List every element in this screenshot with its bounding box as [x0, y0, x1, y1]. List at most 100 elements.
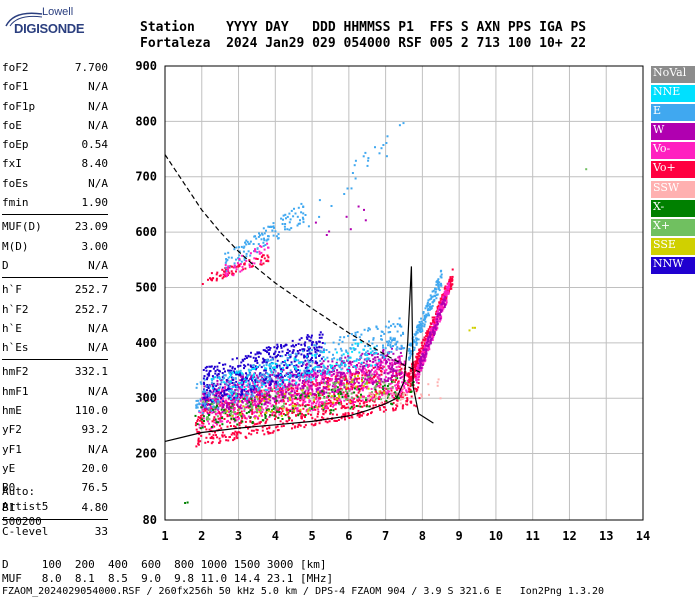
echo-point	[307, 381, 310, 384]
echo-point	[264, 382, 267, 385]
echo-point	[368, 374, 371, 377]
echo-point	[262, 373, 265, 376]
echo-point	[306, 373, 309, 376]
echo-point	[259, 263, 262, 266]
echo-point	[326, 356, 329, 359]
echo-point	[407, 349, 410, 352]
echo-point	[303, 343, 306, 346]
echo-point	[268, 394, 271, 397]
echo-point	[195, 428, 198, 431]
echo-point	[443, 294, 446, 297]
echo-point	[219, 370, 221, 373]
param-value: N/A	[88, 321, 108, 335]
echo-point	[399, 395, 402, 397]
echo-point	[361, 387, 363, 390]
echo-point	[213, 387, 216, 390]
echo-point	[218, 424, 221, 427]
echo-point	[398, 370, 401, 373]
echo-point	[271, 431, 274, 434]
echo-point	[254, 403, 256, 405]
echo-point	[415, 341, 418, 344]
echo-point	[371, 397, 374, 400]
echo-point	[253, 366, 256, 369]
echo-point	[223, 381, 226, 384]
echo-point	[323, 404, 326, 407]
echo-point	[389, 377, 392, 380]
echo-point	[305, 372, 308, 375]
param-name: B0	[2, 481, 16, 495]
echo-point	[238, 258, 241, 260]
echo-point	[287, 392, 290, 395]
echo-point	[253, 372, 256, 375]
echo-point	[303, 426, 306, 429]
echo-point	[440, 300, 443, 303]
echo-point	[256, 393, 258, 396]
echo-point	[233, 418, 235, 420]
echo-point	[301, 391, 304, 394]
x-tick-label: 11	[525, 529, 539, 543]
param-name: D	[2, 258, 9, 272]
echo-point	[434, 291, 437, 294]
echo-point	[252, 364, 255, 367]
echo-point	[403, 392, 406, 395]
echo-point	[317, 405, 320, 408]
echo-point	[421, 328, 424, 331]
echo-point	[359, 355, 362, 358]
echo-point	[201, 421, 204, 424]
echo-point	[365, 385, 368, 388]
echo-point	[227, 395, 230, 398]
param-value: 93.2	[81, 423, 109, 437]
echo-point	[256, 351, 259, 354]
echo-point	[246, 399, 249, 402]
echo-point	[280, 370, 283, 373]
echo-point	[355, 378, 358, 381]
echo-point	[278, 351, 281, 354]
echo-point	[265, 409, 268, 412]
echo-point	[240, 410, 243, 413]
echo-point	[363, 380, 366, 383]
echo-point	[345, 403, 348, 406]
echo-point	[216, 365, 219, 368]
echo-point	[376, 363, 379, 366]
echo-point	[227, 268, 229, 271]
echo-point	[389, 336, 392, 339]
echo-point	[258, 375, 261, 378]
echo-point	[323, 348, 325, 351]
echo-point	[408, 378, 411, 381]
echo-point	[210, 272, 213, 275]
echo-point	[290, 227, 293, 230]
echo-point	[214, 397, 217, 400]
echo-point	[374, 366, 377, 369]
echo-point	[208, 365, 211, 368]
echo-point	[288, 374, 291, 377]
echo-point	[251, 377, 254, 380]
echo-point	[199, 440, 202, 443]
echo-point	[405, 402, 408, 404]
echo-point	[424, 307, 427, 310]
echo-point	[451, 283, 454, 286]
echo-point	[238, 246, 240, 249]
echo-point	[235, 393, 238, 396]
echo-point	[349, 228, 352, 231]
plot-frame	[164, 65, 644, 521]
echo-point	[433, 334, 435, 336]
echo-point	[363, 367, 366, 370]
echo-point	[343, 384, 346, 387]
echo-point	[422, 311, 425, 313]
echo-point	[436, 282, 439, 285]
echo-point	[267, 373, 270, 376]
echo-point	[261, 361, 264, 364]
echo-point	[369, 396, 372, 399]
echo-point	[400, 390, 403, 393]
x-tick-label: 13	[599, 529, 613, 543]
x-tick-label: 1	[161, 529, 168, 543]
echo-point	[432, 332, 435, 335]
echo-point	[267, 390, 270, 393]
auto-version: 500200	[2, 515, 42, 528]
echo-point	[306, 362, 309, 365]
echo-point	[372, 381, 375, 384]
echo-point	[251, 385, 253, 388]
echo-point	[269, 347, 272, 349]
echo-point	[250, 401, 253, 404]
